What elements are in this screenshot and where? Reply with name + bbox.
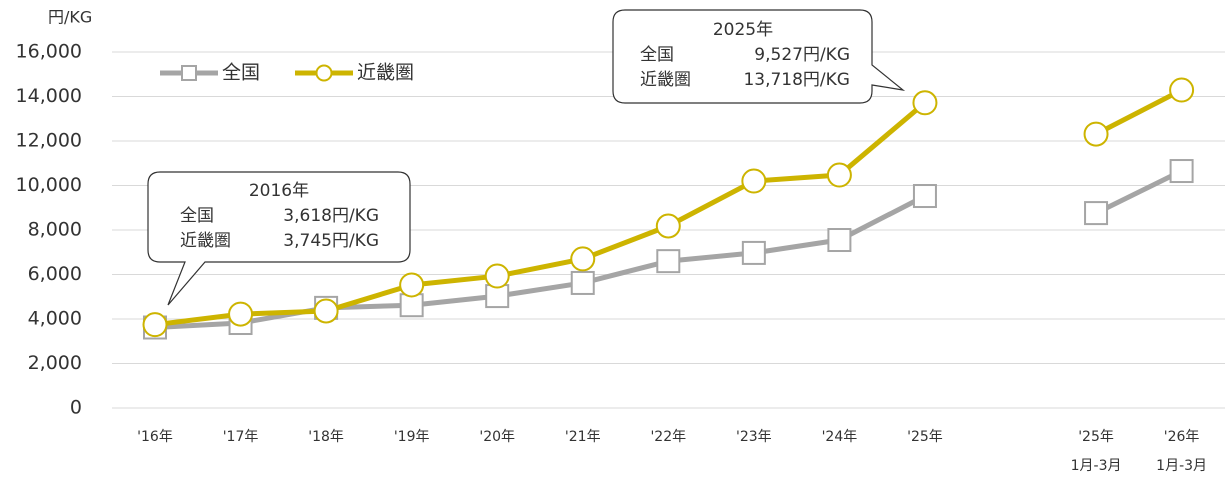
point [1084,201,1109,226]
x-tick-label: '17年 [223,429,259,445]
y-tick-label: 12,000 [16,130,82,152]
x-tick-label: '18年 [308,429,344,445]
x-tick-label: '26年 1月-3月 [1156,429,1207,474]
point [827,228,852,253]
y-tick-label: 10,000 [16,174,82,196]
annotation-label: 近畿圏 [640,70,691,90]
series-line [154,87,1183,328]
y-unit-label: 円/KG [48,8,92,27]
annotation-value: 9,527円/KG [754,45,850,65]
annotation-value: 3,618円/KG [283,206,379,226]
y-tick-label: 4,000 [28,308,82,330]
x-tick-label: '21年 [565,429,601,445]
y-tick-label: 0 [70,397,82,419]
x-tick-label: '23年 [736,429,772,445]
point [399,293,424,318]
point [741,240,766,265]
point [228,301,254,327]
point [912,184,937,209]
point [142,312,168,338]
point [741,168,767,194]
y-tick-label: 6,000 [28,263,82,285]
x-tick-label: '25年 [907,429,943,445]
legend-marker [315,64,333,82]
lines [142,77,1195,340]
x-tick-label: '24年 [822,429,858,445]
legend-label: 全国 [222,62,260,84]
point [826,162,852,188]
legend-marker [181,65,197,81]
x-tick-label: '22年 [650,429,686,445]
point [1169,77,1195,103]
y-tick-label: 14,000 [16,85,82,107]
y-tick-label: 16,000 [16,41,82,63]
point [570,246,596,272]
legend-label: 近畿圏 [357,62,414,84]
y-tick-label: 2,000 [28,352,82,374]
point [1083,121,1109,147]
y-tick-label: 8,000 [28,219,82,241]
series-line [154,168,1183,330]
point [656,249,681,274]
callout-box [147,171,411,306]
x-tick-label: '19年 [394,429,430,445]
x-tick-label: '20年 [479,429,515,445]
annotation-title: 2025年 [713,20,773,40]
annotation-label: 近畿圏 [180,231,231,251]
callout-box [612,9,906,104]
point [570,270,595,295]
point [912,90,938,116]
point [655,213,681,239]
point [399,272,425,298]
annotation-title: 2016年 [249,181,309,201]
annotation-label: 全国 [640,45,674,65]
annotation-value: 13,718円/KG [743,70,850,90]
x-tick-label: '16年 [137,429,173,445]
point [1169,159,1194,184]
point [484,263,510,289]
x-tick-label: '25年 1月-3月 [1071,429,1122,474]
point [313,298,339,324]
annotation-value: 3,745円/KG [283,231,379,251]
annotation-label: 全国 [180,206,214,226]
